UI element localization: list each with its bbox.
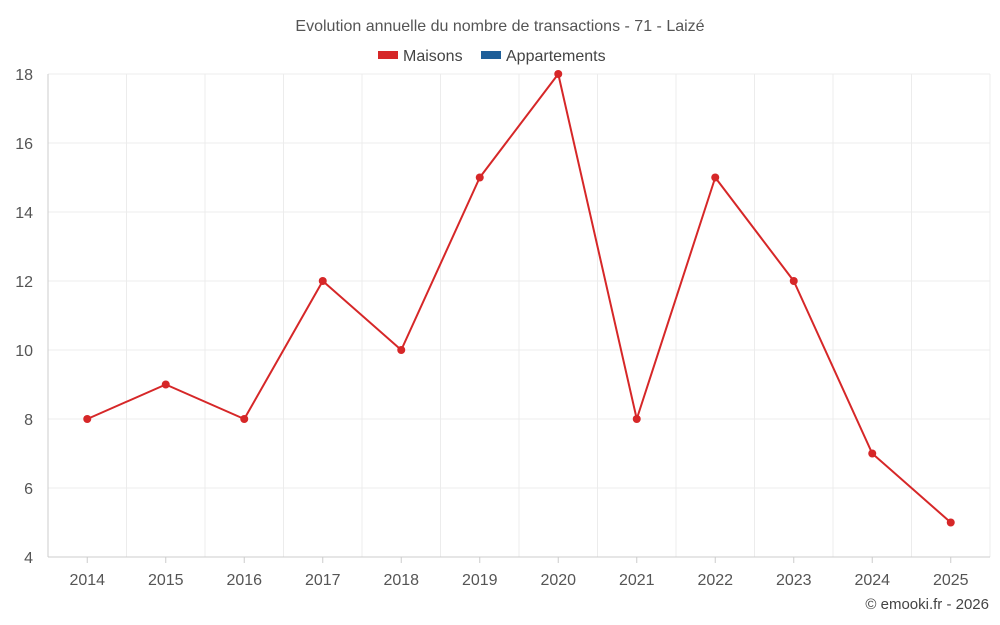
data-point-2016[interactable] [240,415,249,423]
legend-label-maisons: Maisons [403,48,463,65]
y-tick-label: 14 [15,205,33,222]
x-tick-label-2018: 2018 [383,572,419,589]
x-tick-label-2024: 2024 [854,572,890,589]
y-tick-label: 18 [15,67,33,84]
y-tick-label: 4 [24,550,33,567]
x-tick-label-2021: 2021 [619,572,655,589]
x-tick-label-2017: 2017 [305,572,341,589]
series-maisons [83,70,955,527]
grid [47,73,991,558]
legend-item-maisons[interactable]: Maisons [378,48,463,65]
legend-swatch-maisons [378,51,398,59]
data-point-2024[interactable] [868,449,877,458]
data-point-2014[interactable] [83,415,92,423]
x-tick-label-2020: 2020 [540,572,576,589]
legend: Maisons Appartements [378,48,606,65]
data-point-2018[interactable] [397,346,406,354]
y-tick-label: 6 [24,481,33,498]
data-point-2025[interactable] [946,518,955,527]
x-tick-label-2022: 2022 [697,572,733,589]
data-point-2015[interactable] [161,380,170,389]
legend-swatch-appartements [481,51,501,59]
y-tick-label: 12 [15,274,33,291]
legend-item-appartements[interactable]: Appartements [481,48,606,65]
series-line-maisons [86,73,952,524]
y-tick-label: 10 [15,343,33,360]
y-tick-label: 8 [24,412,33,429]
y-tick-label: 16 [15,136,33,153]
credit-text: © emooki.fr - 2026 [865,596,989,613]
data-point-2017[interactable] [318,277,327,285]
axes: 4 6 8 10 12 14 16 18 2014 2015 2016 2017 2018 2019 202… [15,67,990,589]
x-tick-label-2015: 2015 [148,572,184,589]
data-point-2022[interactable] [711,173,720,182]
legend-label-appartements: Appartements [506,48,606,65]
x-tick-label-2023: 2023 [776,572,812,589]
data-point-2023[interactable] [789,277,798,285]
data-point-2021[interactable] [632,415,641,423]
x-tick-label-2019: 2019 [462,572,498,589]
chart-title: Evolution annuelle du nombre de transact… [295,18,704,35]
x-tick-label-2014: 2014 [69,572,105,589]
x-tick-label-2025: 2025 [933,572,969,589]
x-tick-label-2016: 2016 [226,572,262,589]
data-point-2019[interactable] [475,173,484,182]
data-point-2020[interactable] [554,70,563,78]
